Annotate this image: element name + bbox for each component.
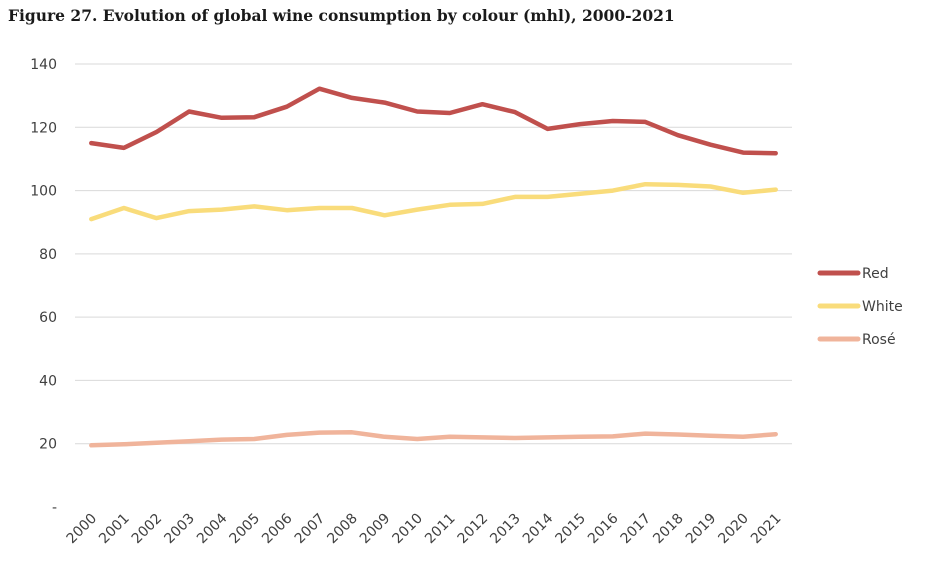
y-axis-ticks: - 20 40 60 80 100 120 140	[30, 57, 57, 516]
gridlines	[75, 63, 792, 445]
x-tick-label: 2017	[618, 511, 655, 548]
series-line-red	[89, 86, 778, 156]
legend-label: White	[862, 299, 903, 315]
x-tick-label: 2000	[64, 511, 101, 548]
x-tick-label: 2019	[683, 511, 720, 548]
y-tick-label: -	[52, 500, 57, 516]
legend-item: White	[817, 299, 903, 315]
x-tick-label: 2016	[585, 510, 622, 547]
series-line-ros	[89, 430, 778, 448]
x-tick-label: 2015	[552, 511, 589, 548]
x-tick-label: 2003	[161, 511, 198, 548]
x-tick-label: 2004	[194, 510, 231, 547]
legend-label: Red	[862, 266, 889, 282]
legend: Red White Rosé	[817, 266, 903, 348]
series-lines	[89, 86, 778, 448]
legend-label: Rosé	[862, 332, 896, 348]
x-tick-label: 2002	[129, 511, 166, 548]
y-tick-label: 60	[39, 310, 57, 326]
x-tick-label: 2011	[422, 511, 459, 548]
x-tick-label: 2007	[292, 511, 329, 548]
x-tick-label: 2014	[520, 510, 557, 547]
x-tick-label: 2009	[357, 511, 394, 548]
x-tick-label: 2005	[227, 511, 264, 548]
chart-title: Figure 27. Evolution of global wine cons…	[8, 6, 675, 25]
x-tick-label: 2012	[455, 511, 492, 548]
y-tick-label: 140	[30, 57, 57, 73]
legend-item: Red	[817, 266, 889, 282]
x-tick-label: 2006	[259, 510, 296, 547]
legend-item: Rosé	[817, 332, 896, 348]
x-axis-ticks: 2000200120022003200420052006200720082009…	[64, 510, 785, 547]
x-tick-label: 2013	[487, 511, 524, 548]
x-tick-label: 2001	[96, 511, 133, 548]
x-tick-label: 2020	[715, 511, 752, 548]
y-tick-label: 100	[30, 184, 57, 200]
y-tick-label: 20	[39, 437, 57, 453]
x-tick-label: 2018	[650, 511, 687, 548]
y-tick-label: 120	[30, 120, 57, 136]
x-tick-label: 2021	[748, 511, 785, 548]
x-tick-label: 2010	[390, 511, 427, 548]
y-tick-label: 40	[39, 373, 57, 389]
series-line-white	[89, 181, 778, 222]
x-tick-label: 2008	[324, 511, 361, 548]
y-tick-label: 80	[39, 247, 57, 263]
